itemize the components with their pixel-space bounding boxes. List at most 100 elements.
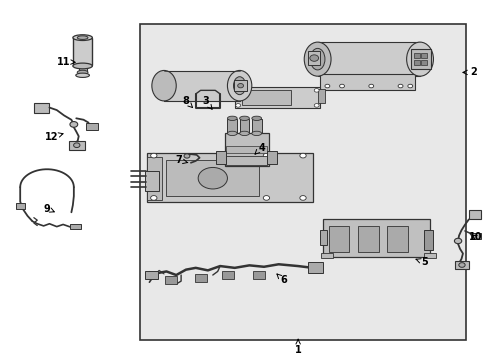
Text: 7: 7 [175, 155, 187, 165]
Bar [320, 74, 414, 90]
Bar [267, 151, 277, 164]
Bar [144, 171, 159, 191]
Ellipse shape [227, 116, 237, 121]
Text: 8: 8 [182, 96, 192, 108]
Bar [86, 123, 98, 130]
Ellipse shape [299, 153, 305, 158]
Text: 3: 3 [202, 96, 212, 109]
Bar [307, 262, 322, 273]
Bar [140, 24, 466, 339]
Bar [423, 230, 432, 250]
Ellipse shape [77, 36, 88, 40]
Ellipse shape [73, 143, 80, 148]
Bar [16, 203, 25, 209]
Ellipse shape [77, 70, 88, 75]
Ellipse shape [227, 131, 237, 135]
Bar [357, 226, 378, 252]
Ellipse shape [263, 153, 269, 158]
Ellipse shape [310, 48, 325, 70]
Text: 12: 12 [45, 132, 63, 142]
Ellipse shape [299, 195, 305, 200]
Ellipse shape [407, 84, 412, 88]
Ellipse shape [233, 77, 245, 95]
Ellipse shape [368, 84, 373, 88]
Ellipse shape [198, 167, 227, 189]
Bar [147, 153, 312, 202]
Ellipse shape [150, 153, 157, 158]
Bar [70, 224, 81, 229]
Bar [227, 119, 237, 134]
Ellipse shape [73, 35, 92, 41]
Bar [73, 39, 92, 65]
Ellipse shape [227, 71, 251, 101]
Bar [307, 51, 320, 65]
Bar [225, 156, 267, 165]
Ellipse shape [263, 195, 269, 200]
Text: 5: 5 [415, 257, 427, 267]
Bar [317, 89, 325, 103]
Bar [225, 146, 267, 153]
Ellipse shape [235, 104, 240, 107]
Bar [79, 64, 86, 72]
Bar [164, 276, 176, 284]
Ellipse shape [314, 104, 319, 107]
Bar [320, 230, 327, 244]
Ellipse shape [339, 84, 344, 88]
Bar [386, 226, 407, 252]
Bar [320, 253, 332, 258]
Bar [233, 80, 247, 91]
Bar [420, 53, 427, 58]
Ellipse shape [251, 116, 261, 121]
Ellipse shape [239, 131, 249, 135]
Bar [253, 271, 265, 279]
Bar [69, 141, 84, 149]
Ellipse shape [235, 89, 240, 92]
Bar [454, 261, 468, 269]
Text: 1: 1 [294, 339, 301, 355]
Ellipse shape [397, 84, 402, 88]
Bar [216, 151, 225, 164]
Ellipse shape [458, 263, 464, 267]
Text: 10: 10 [468, 232, 482, 242]
Ellipse shape [237, 84, 243, 88]
Text: 2: 2 [462, 67, 476, 77]
Ellipse shape [325, 84, 329, 88]
Ellipse shape [309, 55, 318, 61]
Bar [413, 53, 419, 58]
Bar [239, 119, 249, 134]
Bar [420, 60, 427, 65]
Ellipse shape [239, 116, 249, 121]
Bar [224, 134, 268, 166]
Bar [34, 103, 49, 113]
Ellipse shape [76, 73, 89, 77]
Bar [163, 71, 239, 101]
Bar [317, 42, 419, 76]
Bar [166, 160, 259, 196]
Bar [147, 157, 161, 200]
Ellipse shape [251, 131, 261, 135]
Bar [251, 119, 261, 134]
Text: 9: 9 [43, 204, 54, 214]
Ellipse shape [150, 195, 157, 200]
Ellipse shape [70, 122, 78, 127]
Bar [468, 211, 480, 220]
Bar [410, 49, 430, 69]
Bar [194, 274, 206, 282]
Ellipse shape [314, 89, 319, 92]
Bar [221, 271, 233, 279]
Bar [470, 233, 480, 239]
Text: 11: 11 [57, 57, 75, 67]
Ellipse shape [152, 71, 176, 101]
Bar [234, 87, 320, 108]
Ellipse shape [183, 154, 189, 158]
Text: 4: 4 [254, 143, 264, 154]
Ellipse shape [73, 63, 92, 69]
Bar [242, 90, 290, 105]
Bar [144, 271, 158, 279]
Text: 6: 6 [276, 274, 286, 285]
Ellipse shape [453, 238, 461, 244]
Bar [413, 60, 419, 65]
Bar [322, 220, 429, 257]
Ellipse shape [304, 42, 330, 76]
Bar [328, 226, 348, 252]
